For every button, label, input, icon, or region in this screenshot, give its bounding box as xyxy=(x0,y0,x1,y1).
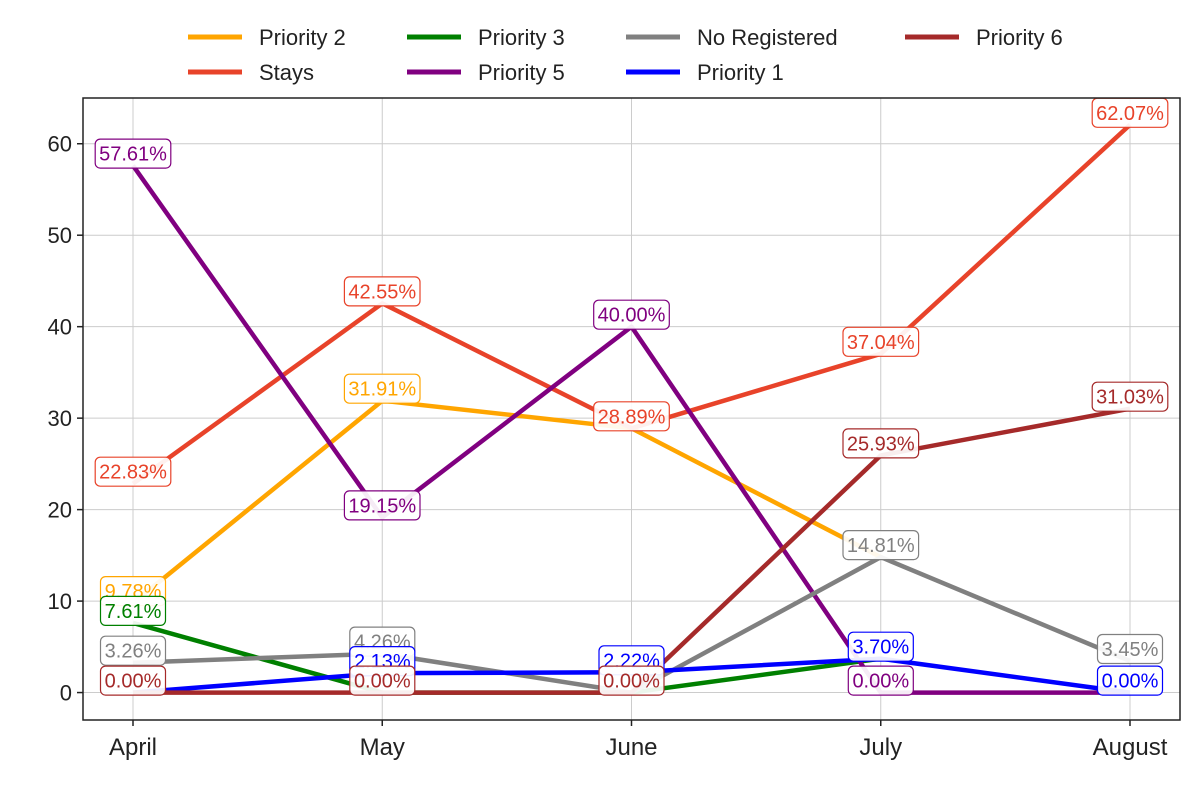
y-tick-label: 50 xyxy=(48,223,72,248)
data-label-box xyxy=(593,299,670,330)
legend-label: Priority 5 xyxy=(478,60,565,85)
data-label-text: 3.26% xyxy=(105,641,162,663)
x-tick-label-april: April xyxy=(109,734,157,761)
data-label-priority-5: 40.00% xyxy=(593,299,670,330)
data-label-text: 25.93% xyxy=(847,433,915,455)
data-label-priority-6: 31.03% xyxy=(1091,381,1169,412)
legend-label: Stays xyxy=(259,60,314,85)
data-label-text: 28.89% xyxy=(598,406,666,428)
data-label-box xyxy=(99,595,167,627)
data-label-text: 3.70% xyxy=(852,637,909,659)
data-label-no-registered: 14.81% xyxy=(842,529,920,561)
data-label-no-registered: 3.26% xyxy=(99,635,167,666)
data-label-text: 0.00% xyxy=(603,671,660,693)
y-tick-label: 0 xyxy=(60,681,72,706)
data-label-box xyxy=(842,529,920,561)
data-label-priority-6: 0.00% xyxy=(598,665,665,696)
legend-label: No Registered xyxy=(697,25,838,50)
data-labels: 9.78%31.91%22.83%42.55%28.89%37.04%62.07… xyxy=(94,97,1169,696)
data-label-text: 37.04% xyxy=(847,332,915,354)
data-label-box xyxy=(99,665,167,696)
data-label-box xyxy=(343,373,421,404)
data-label-text: 40.00% xyxy=(598,305,666,327)
data-label-text: 31.03% xyxy=(1096,387,1164,409)
data-label-stays: 37.04% xyxy=(842,326,920,357)
data-label-stays: 28.89% xyxy=(593,401,670,432)
legend-item-priority-6: Priority 6 xyxy=(905,25,1063,50)
data-label-stays: 42.55% xyxy=(343,276,421,307)
data-label-box xyxy=(99,635,167,666)
data-label-text: 3.45% xyxy=(1102,639,1159,661)
data-label-text: 42.55% xyxy=(348,281,416,303)
data-label-priority-1: 0.00% xyxy=(1096,665,1164,696)
data-label-text: 31.91% xyxy=(348,379,416,401)
y-tick-label: 60 xyxy=(48,132,72,157)
data-label-text: 0.00% xyxy=(852,671,909,693)
data-label-box xyxy=(842,428,920,459)
data-label-text: 0.00% xyxy=(1102,671,1159,693)
data-label-priority-2: 31.91% xyxy=(343,373,421,404)
y-tick-label: 10 xyxy=(48,589,72,614)
data-label-box xyxy=(343,490,421,521)
data-label-box xyxy=(593,401,670,432)
legend-item-priority-3: Priority 3 xyxy=(407,25,565,50)
data-label-text: 14.81% xyxy=(847,535,915,557)
x-tick-label-june: June xyxy=(605,734,657,761)
data-label-stays: 62.07% xyxy=(1091,97,1169,128)
x-tick-label-august: August xyxy=(1093,734,1168,761)
data-label-priority-5: 0.00% xyxy=(847,665,914,696)
data-label-priority-1: 3.70% xyxy=(847,631,914,662)
x-tick-label-may: May xyxy=(360,734,405,761)
legend-label: Priority 1 xyxy=(697,60,784,85)
data-label-box xyxy=(847,665,914,696)
axes: 0 10 20 30 40 50 60 April May June July August xyxy=(48,132,1168,761)
data-label-box xyxy=(349,665,416,696)
y-tick-label: 40 xyxy=(48,315,72,340)
data-label-box xyxy=(94,456,172,487)
data-label-priority-6: 0.00% xyxy=(99,665,167,696)
data-label-text: 0.00% xyxy=(105,671,162,693)
data-label-text: 57.61% xyxy=(99,144,167,166)
legend-label: Priority 2 xyxy=(259,25,346,50)
legend-item-no-registered: No Registered xyxy=(626,25,838,50)
data-label-priority-5: 19.15% xyxy=(343,490,421,521)
data-label-stays: 22.83% xyxy=(94,456,172,487)
data-label-box xyxy=(1096,665,1164,696)
legend-item-priority-2: Priority 2 xyxy=(188,25,346,50)
data-label-priority-5: 57.61% xyxy=(94,138,172,169)
data-label-priority-6: 25.93% xyxy=(842,428,920,459)
data-label-text: 22.83% xyxy=(99,462,167,484)
data-label-text: 0.00% xyxy=(354,671,411,693)
series-line-priority-2 xyxy=(131,398,882,605)
data-label-box xyxy=(1096,633,1164,665)
legend-item-stays: Stays xyxy=(188,60,314,85)
legend-item-priority-5: Priority 5 xyxy=(407,60,565,85)
data-label-box xyxy=(598,665,665,696)
data-label-text: 62.07% xyxy=(1096,103,1164,125)
data-label-box xyxy=(1091,381,1169,412)
data-label-box xyxy=(94,138,172,169)
data-label-priority-6: 0.00% xyxy=(349,665,416,696)
x-tick-label-july: July xyxy=(859,734,902,761)
data-label-text: 7.61% xyxy=(105,601,162,623)
y-tick-label: 30 xyxy=(48,406,72,431)
data-label-box xyxy=(343,276,421,307)
data-label-priority-3: 7.61% xyxy=(99,595,167,627)
legend: Priority 2 Priority 3 No Registered Priorit… xyxy=(188,25,1063,85)
data-label-no-registered: 3.45% xyxy=(1096,633,1164,665)
data-label-box xyxy=(842,326,920,357)
legend-item-priority-1: Priority 1 xyxy=(626,60,784,85)
data-label-text: 19.15% xyxy=(348,495,416,517)
y-tick-label: 20 xyxy=(48,498,72,523)
data-label-box xyxy=(847,631,914,662)
legend-label: Priority 3 xyxy=(478,25,565,50)
legend-label: Priority 6 xyxy=(976,25,1063,50)
